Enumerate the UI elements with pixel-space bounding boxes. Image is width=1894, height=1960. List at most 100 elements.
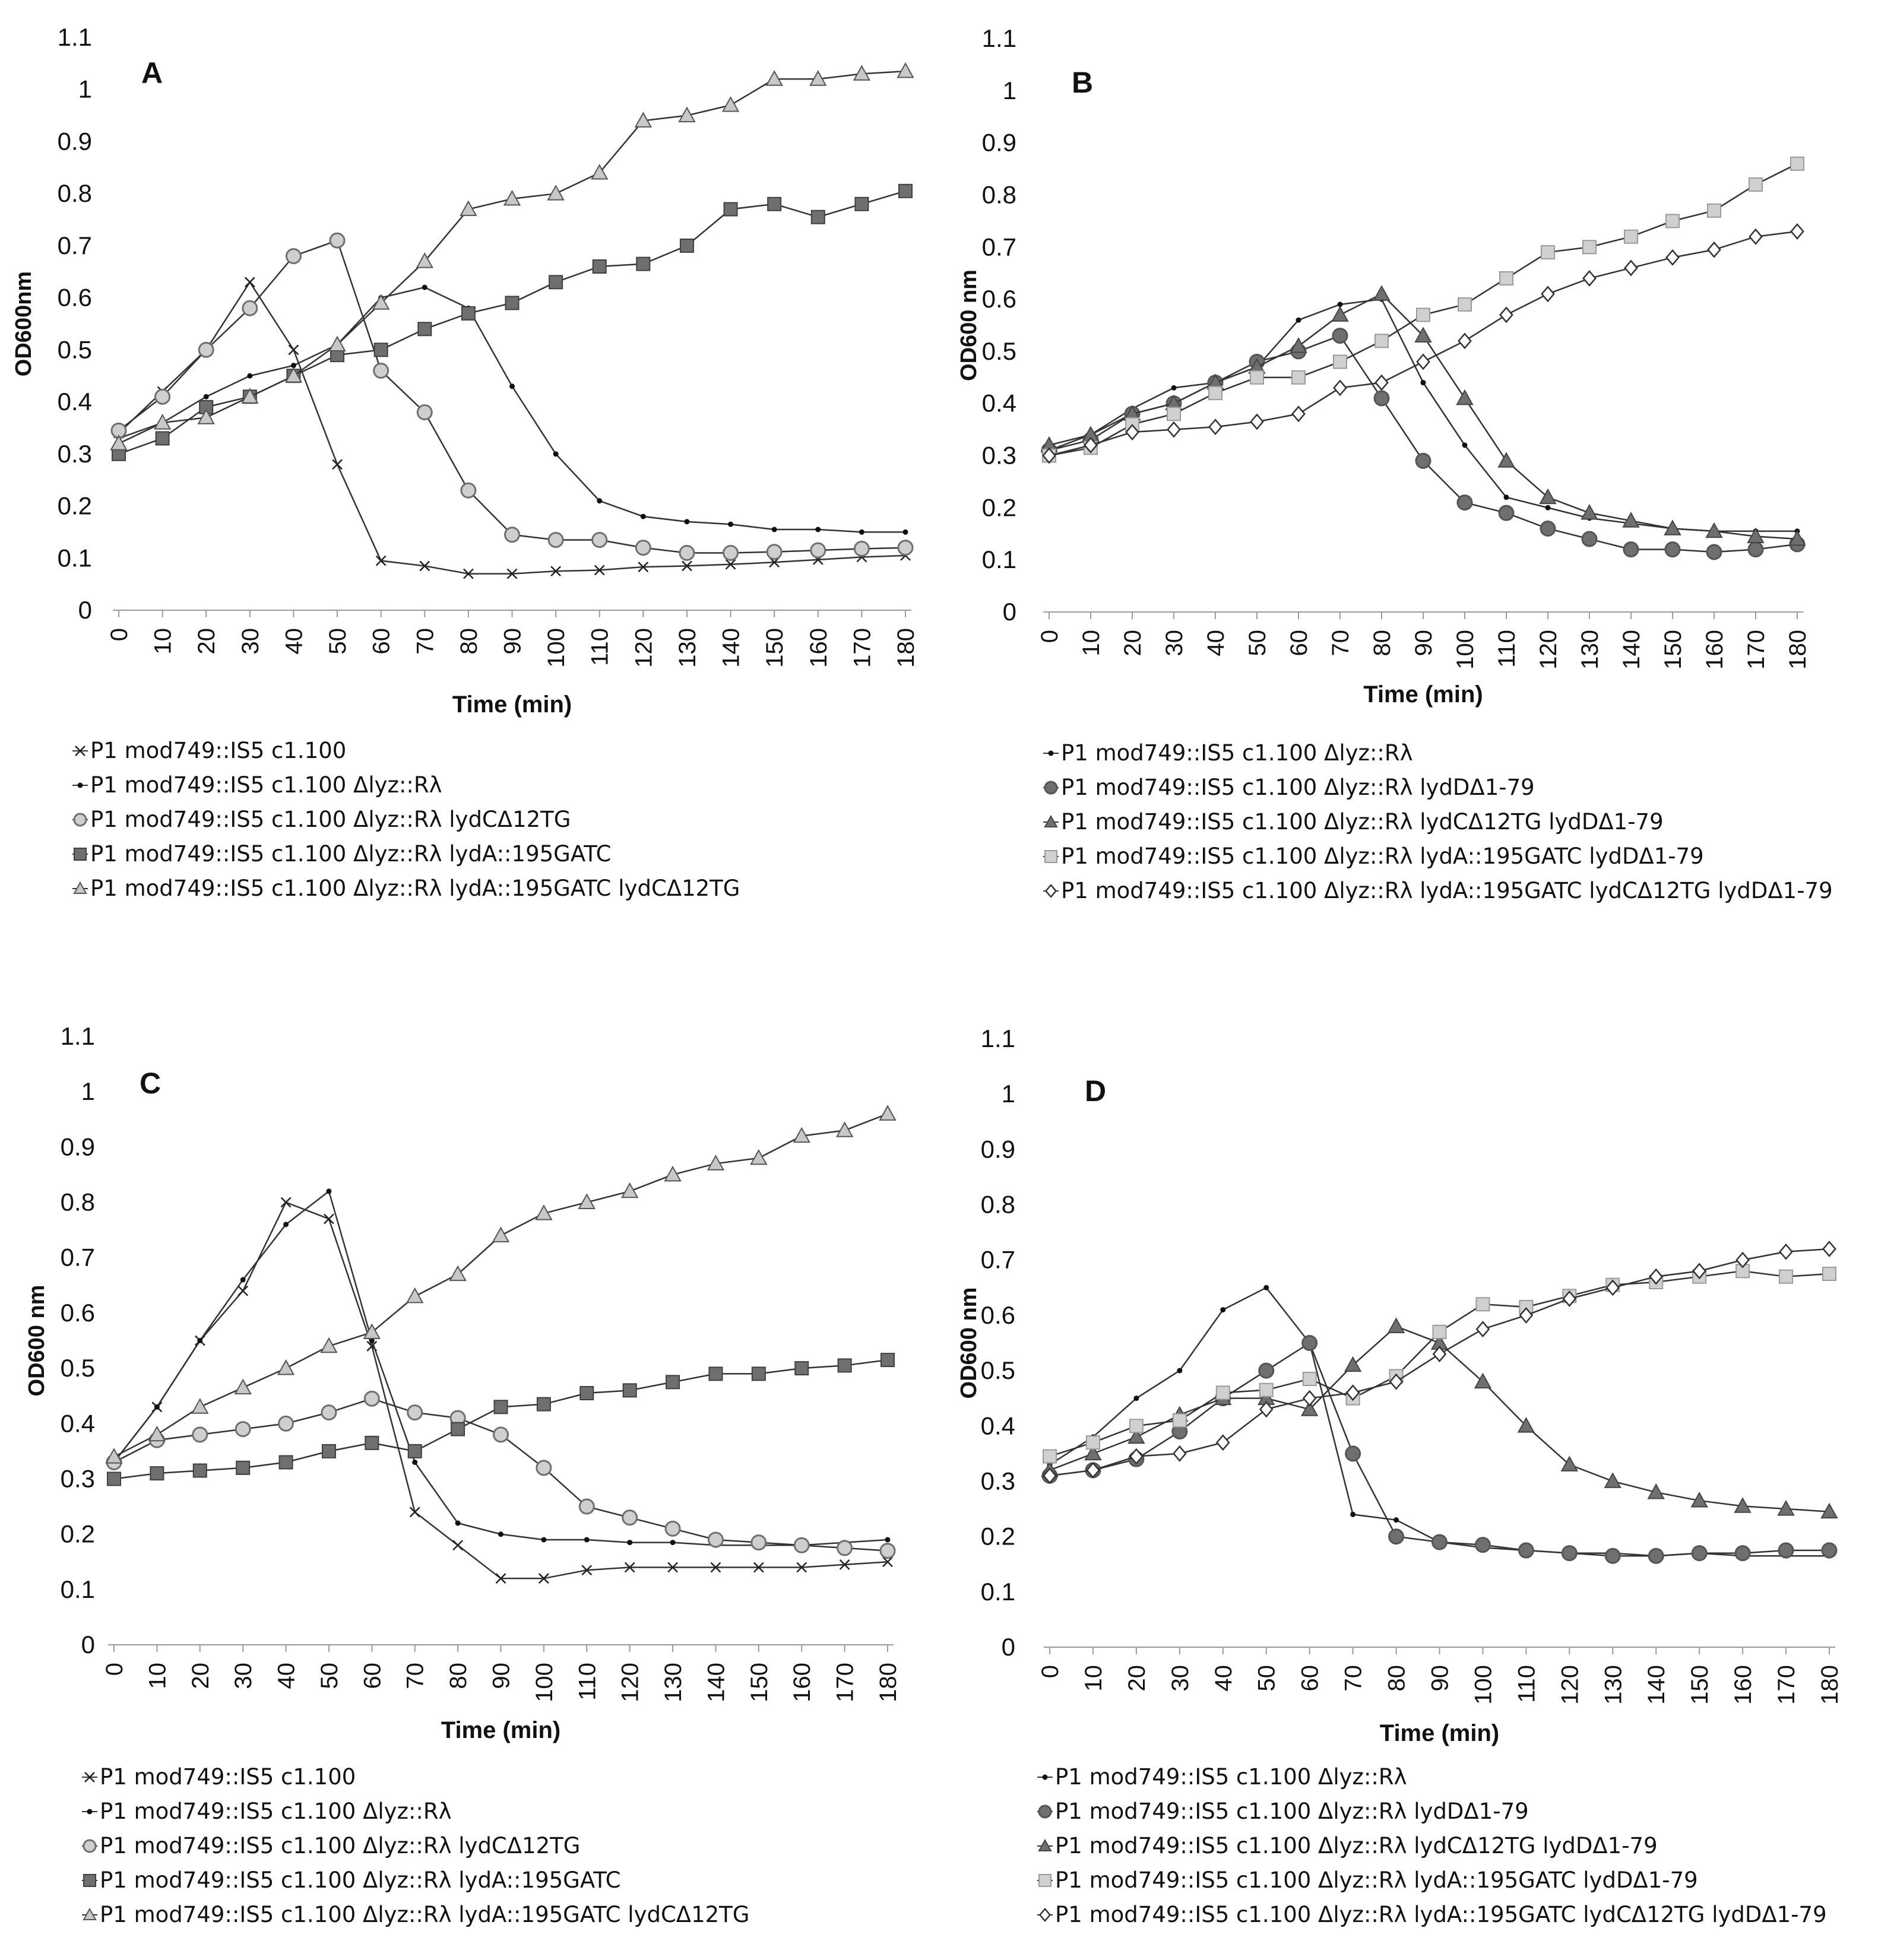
y-axis-label: OD600 nm — [956, 1287, 981, 1399]
y-tick-label: 0.9 — [982, 129, 1016, 157]
panel-A: 0 0.1 0.2 0.3 0.4 0.5 0.6 0.7 0.8 0.9 1 1.1 0 10 20 30 4… — [11, 23, 919, 718]
data-point — [1705, 522, 1723, 538]
data-point — [1127, 1428, 1145, 1444]
legend-marker — [1048, 750, 1054, 756]
data-point — [1389, 1373, 1404, 1390]
data-point — [1458, 332, 1472, 350]
x-tick-label: 180 — [1817, 1665, 1843, 1705]
legend-marker-icon — [72, 881, 88, 894]
data-point — [242, 300, 258, 316]
x-tick-label: 0 — [1037, 630, 1063, 643]
series-line — [1049, 230, 1798, 456]
x-tick-label: 170 — [1743, 630, 1769, 670]
series-5 — [1042, 223, 1804, 464]
legend-label: P1 mod749::IS5 c1.100 Δlyz::Rλ lydDΔ1-79 — [1061, 775, 1535, 800]
data-point — [1624, 229, 1638, 244]
x-tick-label: 110 — [574, 1663, 600, 1701]
data-point — [1539, 488, 1557, 505]
legend-marker-icon — [72, 782, 88, 788]
data-point — [682, 560, 692, 572]
legend-marker — [83, 1907, 97, 1920]
data-point — [236, 1460, 251, 1475]
x-tick-label: 70 — [1328, 630, 1354, 656]
legend-marker-icon — [1037, 1774, 1053, 1780]
series-1 — [109, 1197, 893, 1584]
data-point — [1749, 177, 1763, 192]
data-point — [1692, 1263, 1707, 1280]
legend-item: P1 mod749::IS5 c1.100 — [81, 1760, 749, 1794]
x-tick-label: 50 — [325, 628, 351, 655]
data-point — [1665, 249, 1680, 266]
data-point — [1499, 306, 1513, 324]
data-point — [1519, 1306, 1534, 1324]
y-tick-label: 0.3 — [58, 440, 92, 468]
series-3 — [110, 232, 914, 561]
series-line — [1049, 1270, 1830, 1457]
data-point — [373, 342, 388, 357]
y-axis-label: OD600 nm — [956, 269, 981, 381]
series-4 — [1043, 1264, 1836, 1464]
series-line — [113, 1201, 888, 1580]
data-point — [1605, 1279, 1620, 1296]
data-point — [452, 1540, 463, 1551]
data-point — [1582, 240, 1597, 255]
x-tick-label: 120 — [617, 1663, 644, 1702]
data-point — [1414, 326, 1432, 342]
data-point — [153, 414, 172, 430]
data-point — [1747, 541, 1764, 558]
data-point — [1177, 1368, 1183, 1374]
legend-marker — [77, 782, 83, 788]
data-point — [1517, 1417, 1535, 1433]
y-tick-label: 0.5 — [982, 337, 1016, 365]
data-point — [416, 252, 433, 268]
data-point — [753, 1562, 764, 1573]
data-point — [815, 527, 821, 532]
data-point — [1387, 1317, 1405, 1333]
panel-B: 0 0.1 0.2 0.3 0.4 0.5 0.6 0.7 0.8 0.9 1 1.1 0 10 20 30 4… — [956, 24, 1811, 708]
y-tick-label: 0.2 — [58, 492, 92, 520]
data-point — [328, 335, 346, 351]
x-tick-label: 150 — [746, 1663, 772, 1702]
data-point — [1215, 1434, 1230, 1451]
data-point — [1259, 1401, 1274, 1418]
x-tick-label: 90 — [1411, 630, 1437, 656]
data-point — [1415, 452, 1431, 469]
data-point — [581, 1565, 593, 1576]
series-3 — [1040, 285, 1806, 546]
data-point — [1562, 1290, 1577, 1307]
panel-C: 0 0.1 0.2 0.3 0.4 0.5 0.6 0.7 0.8 0.9 1 1.1 0 10 20 30 4… — [24, 1022, 901, 1743]
y-tick-label: 1.1 — [981, 1025, 1015, 1052]
data-point — [1778, 1542, 1794, 1559]
data-point — [1431, 1534, 1448, 1550]
x-tick-label: 30 — [237, 628, 264, 655]
x-tick-label: 10 — [1081, 1665, 1107, 1692]
y-axis-label: OD600nm — [11, 271, 36, 376]
data-point — [536, 1397, 551, 1412]
data-point — [1456, 389, 1474, 405]
x-tick-label: 80 — [445, 1663, 471, 1689]
y-tick-label: 0.9 — [61, 1133, 95, 1160]
legend-marker-icon — [1037, 1838, 1053, 1851]
data-point — [1208, 386, 1222, 401]
data-point — [419, 560, 430, 572]
data-point — [859, 529, 864, 535]
data-point — [278, 1415, 294, 1432]
data-point — [461, 306, 476, 321]
data-point — [550, 566, 561, 577]
data-point — [1125, 424, 1139, 440]
data-point — [407, 1444, 422, 1458]
data-point — [1458, 297, 1472, 312]
y-tick-label: 0.7 — [61, 1244, 95, 1271]
legend-marker-icon — [1037, 1804, 1053, 1819]
data-point — [1779, 1243, 1793, 1260]
legend-item: P1 mod749::IS5 c1.100 Δlyz::Rλ lydCΔ12TG — [71, 803, 740, 837]
x-tick-label: 10 — [150, 628, 176, 655]
data-point — [449, 1265, 467, 1282]
y-tick-label: 0.8 — [981, 1191, 1015, 1219]
data-point — [839, 1559, 850, 1570]
data-point — [1420, 380, 1426, 386]
data-point — [240, 1277, 246, 1283]
data-point — [1250, 370, 1264, 385]
y-tick-label: 1 — [81, 1077, 95, 1105]
y-tick-label: 1.1 — [58, 23, 92, 51]
